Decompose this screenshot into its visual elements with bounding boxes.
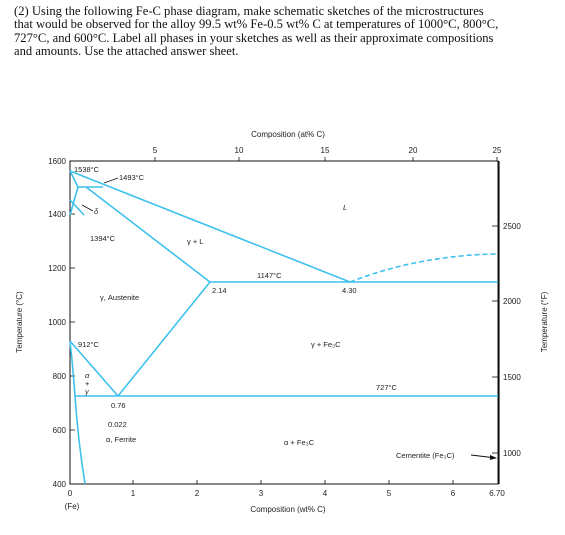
label-austenite: γ, Austenite (100, 293, 139, 302)
acm-line (117, 281, 211, 397)
label-cementite: Cementite (Fe₃C) (396, 451, 455, 460)
a3-line (69, 340, 119, 397)
left-tick-label: 1600 (48, 157, 66, 166)
question-text: (2) Using the following Fe-C phase diagr… (14, 4, 554, 59)
question-line-2: that would be observed for the alloy 99.… (14, 17, 499, 32)
bottom-tick-label: 4 (323, 489, 328, 498)
top-ticks (154, 157, 498, 161)
label-gamma-L: γ + L (187, 237, 203, 246)
label-727: 727°C (376, 383, 398, 392)
left-ticks (70, 160, 75, 485)
right-tick-label: 1500 (503, 373, 521, 382)
right-axis-title: Temperature (°F) (540, 291, 549, 352)
question-line-1: (2) Using the following Fe-C phase diagr… (14, 4, 484, 18)
right-ticks (492, 225, 498, 454)
label-2-14: 2.14 (212, 286, 227, 295)
question-line-4: and amounts. Use the attached answer she… (14, 44, 239, 59)
label-gamma-small: γ (85, 387, 90, 396)
label-plus-small: + (85, 379, 90, 388)
label-L: L (343, 203, 347, 212)
ferrite-solvus (74, 395, 86, 485)
delta-gamma-boundary (69, 186, 79, 216)
bottom-tick-label: 6.70 (489, 489, 505, 498)
bottom-tick-label: 6 (451, 489, 456, 498)
bottom-sub-label: (Fe) (65, 502, 80, 511)
top-tick-label: 25 (493, 146, 502, 155)
phase-boundaries (69, 170, 499, 485)
bottom-tick-label: 3 (259, 489, 264, 498)
left-tick-label: 400 (53, 480, 67, 489)
label-912: 912°C (78, 340, 100, 349)
delta-boundary (69, 170, 79, 188)
label-1538: 1538°C (74, 165, 100, 174)
liquidus-left (69, 170, 351, 283)
label-alpha-small: α (85, 371, 90, 380)
left-tick-label: 1200 (48, 264, 66, 273)
right-tick-label: 1000 (503, 449, 521, 458)
label-0-76: 0.76 (111, 401, 126, 410)
label-1147: 1147°C (257, 271, 282, 280)
label-alpha-fe3c: α + Fe₃C (284, 438, 315, 447)
top-tick-label: 5 (153, 146, 158, 155)
question-line-3: 727°C, and 600°C. Label all phases in yo… (14, 30, 494, 45)
alpha-gamma-left (69, 340, 76, 397)
left-tick-label: 1400 (48, 210, 66, 219)
left-tick-label: 800 (53, 372, 67, 381)
label-1493: 1493°C (119, 173, 145, 182)
bottom-axis-title: Composition (wt% C) (250, 505, 325, 514)
left-axis-title: Temperature (°C) (15, 291, 24, 353)
bottom-tick-label: 1 (131, 489, 136, 498)
top-tick-label: 20 (409, 146, 418, 155)
pointer-1493 (103, 177, 119, 184)
left-tick-label: 1000 (48, 318, 66, 327)
pointer-delta (81, 204, 94, 212)
bottom-tick-label: 0 (68, 489, 73, 498)
right-tick-label: 2000 (503, 297, 521, 306)
top-tick-label: 10 (235, 146, 244, 155)
label-1394: 1394°C (90, 234, 116, 243)
top-axis-title: Composition (at% C) (251, 130, 325, 139)
label-4-30: 4.30 (342, 286, 357, 295)
solidus (85, 186, 211, 283)
plot-frame (69, 160, 499, 485)
label-0-022: 0.022 (108, 420, 127, 429)
left-tick-label: 600 (53, 426, 67, 435)
label-gamma-fe3c: γ + Fe₃C (311, 340, 341, 349)
label-ferrite: α, Ferrite (106, 435, 136, 444)
right-tick-label: 2500 (503, 222, 521, 231)
bottom-ticks (69, 480, 454, 484)
liquidus-right (349, 253, 499, 283)
bottom-tick-label: 5 (387, 489, 392, 498)
bottom-tick-label: 2 (195, 489, 200, 498)
top-tick-label: 15 (321, 146, 330, 155)
arrowhead-cementite (490, 455, 497, 460)
delta-gamma-lower (69, 199, 85, 216)
label-delta: δ (94, 207, 99, 216)
